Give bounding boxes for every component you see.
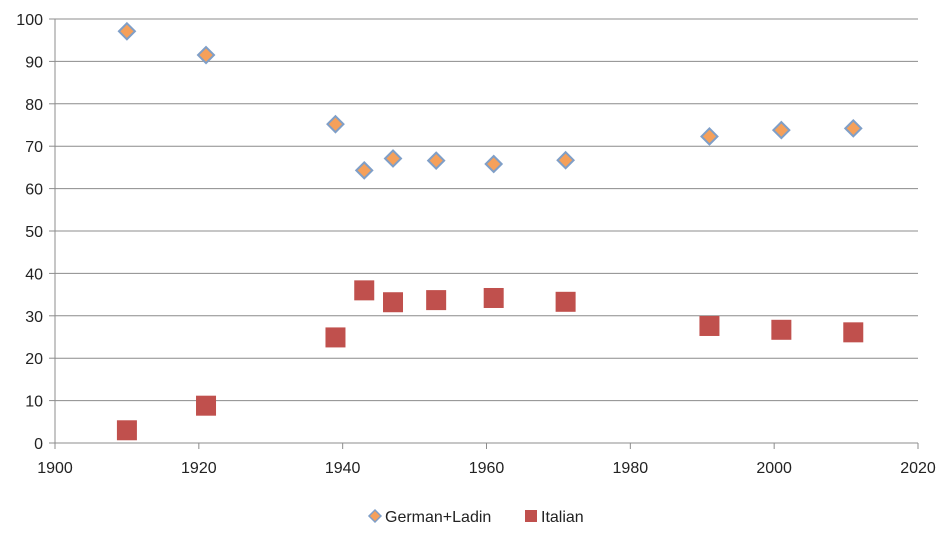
legend-item: Italian — [525, 509, 584, 526]
x-tick-labels: 1900 1920 1940 1960 1980 2000 2020 — [37, 460, 936, 477]
grid-layer — [55, 18, 918, 402]
y-tick-label: 0 — [34, 436, 43, 453]
legend-label: Italian — [541, 509, 584, 526]
y-tick-label: 50 — [25, 224, 43, 241]
data-point — [699, 315, 720, 336]
data-point — [483, 287, 504, 308]
x-tick-label: 2020 — [900, 460, 936, 477]
x-tick-label: 1980 — [613, 460, 649, 477]
data-point — [426, 290, 447, 311]
y-tick-label: 60 — [25, 182, 43, 199]
data-point — [326, 114, 345, 134]
data-point — [555, 291, 576, 312]
data-point — [383, 292, 404, 313]
axis-layer — [49, 18, 919, 449]
data-point — [354, 280, 375, 301]
data-point — [484, 154, 504, 174]
y-tick-label: 100 — [16, 12, 43, 29]
data-point — [325, 327, 346, 348]
data-point — [354, 160, 374, 180]
data-point — [771, 120, 791, 140]
data-point — [843, 118, 863, 138]
y-tick-label: 10 — [25, 394, 43, 411]
data-point — [700, 127, 719, 146]
data-point — [196, 395, 217, 416]
legend-item: German+Ladin — [367, 508, 491, 526]
series-layer — [116, 21, 864, 441]
x-tick-label: 1900 — [37, 460, 73, 477]
data-point — [116, 420, 137, 441]
y-tick-label: 80 — [25, 97, 43, 114]
data-point — [426, 151, 446, 171]
data-point — [843, 322, 864, 343]
series-German+Ladin — [117, 21, 863, 180]
data-point — [196, 45, 216, 65]
y-tick-label: 90 — [25, 54, 43, 71]
y-tick-labels: 0 10 20 30 40 50 60 70 80 90 100 — [16, 12, 43, 453]
y-tick-label: 30 — [25, 309, 43, 326]
legend-marker-square — [525, 510, 537, 522]
data-point — [556, 150, 576, 170]
x-tick-label: 1920 — [181, 460, 217, 477]
data-point — [117, 21, 137, 41]
legend-marker-diamond — [367, 508, 383, 524]
legend: German+Ladin Italian — [367, 508, 584, 526]
y-tick-label: 20 — [25, 351, 43, 368]
y-tick-label: 40 — [25, 266, 43, 283]
series-Italian — [116, 280, 864, 441]
x-tick-label: 1940 — [325, 460, 361, 477]
y-tick-label: 70 — [25, 139, 43, 156]
x-tick-label: 2000 — [756, 460, 792, 477]
data-point — [771, 319, 792, 340]
x-tick-label: 1960 — [469, 460, 505, 477]
data-point — [383, 149, 403, 168]
legend-label: German+Ladin — [385, 509, 491, 526]
